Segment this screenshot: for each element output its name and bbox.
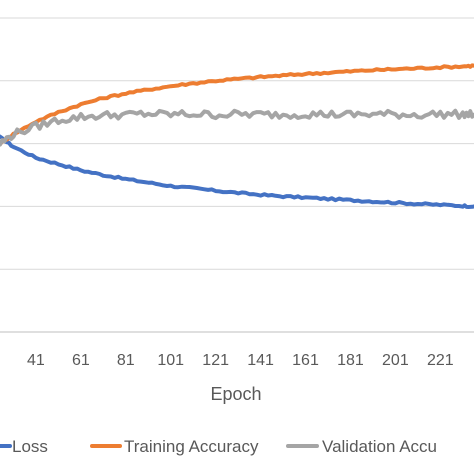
series-line-training-accuracy [0,63,474,147]
gridlines [0,17,474,333]
x-tick-label: 181 [337,352,364,369]
x-tick-label: 61 [72,352,90,369]
x-tick-label: 161 [292,352,319,369]
series-lines [0,63,474,209]
legend-label: Validation Accu [322,437,437,456]
x-tick-label: 141 [247,352,274,369]
x-axis-ticks: 41 61 81 101 121 141 161 181 201 221 [27,352,454,369]
x-tick-label: 121 [202,352,229,369]
x-tick-label: 201 [382,352,409,369]
x-tick-label: 101 [157,352,184,369]
legend-label: Loss [12,437,48,456]
series-line-validation-accuracy [0,108,474,147]
x-tick-label: 221 [427,352,454,369]
x-tick-label: 41 [27,352,45,369]
series-line-loss [0,134,474,209]
x-tick-label: 81 [117,352,135,369]
x-axis-title: Epoch [210,384,261,404]
legend: Loss Training Accuracy Validation Accu [0,437,437,456]
legend-label: Training Accuracy [124,437,259,456]
